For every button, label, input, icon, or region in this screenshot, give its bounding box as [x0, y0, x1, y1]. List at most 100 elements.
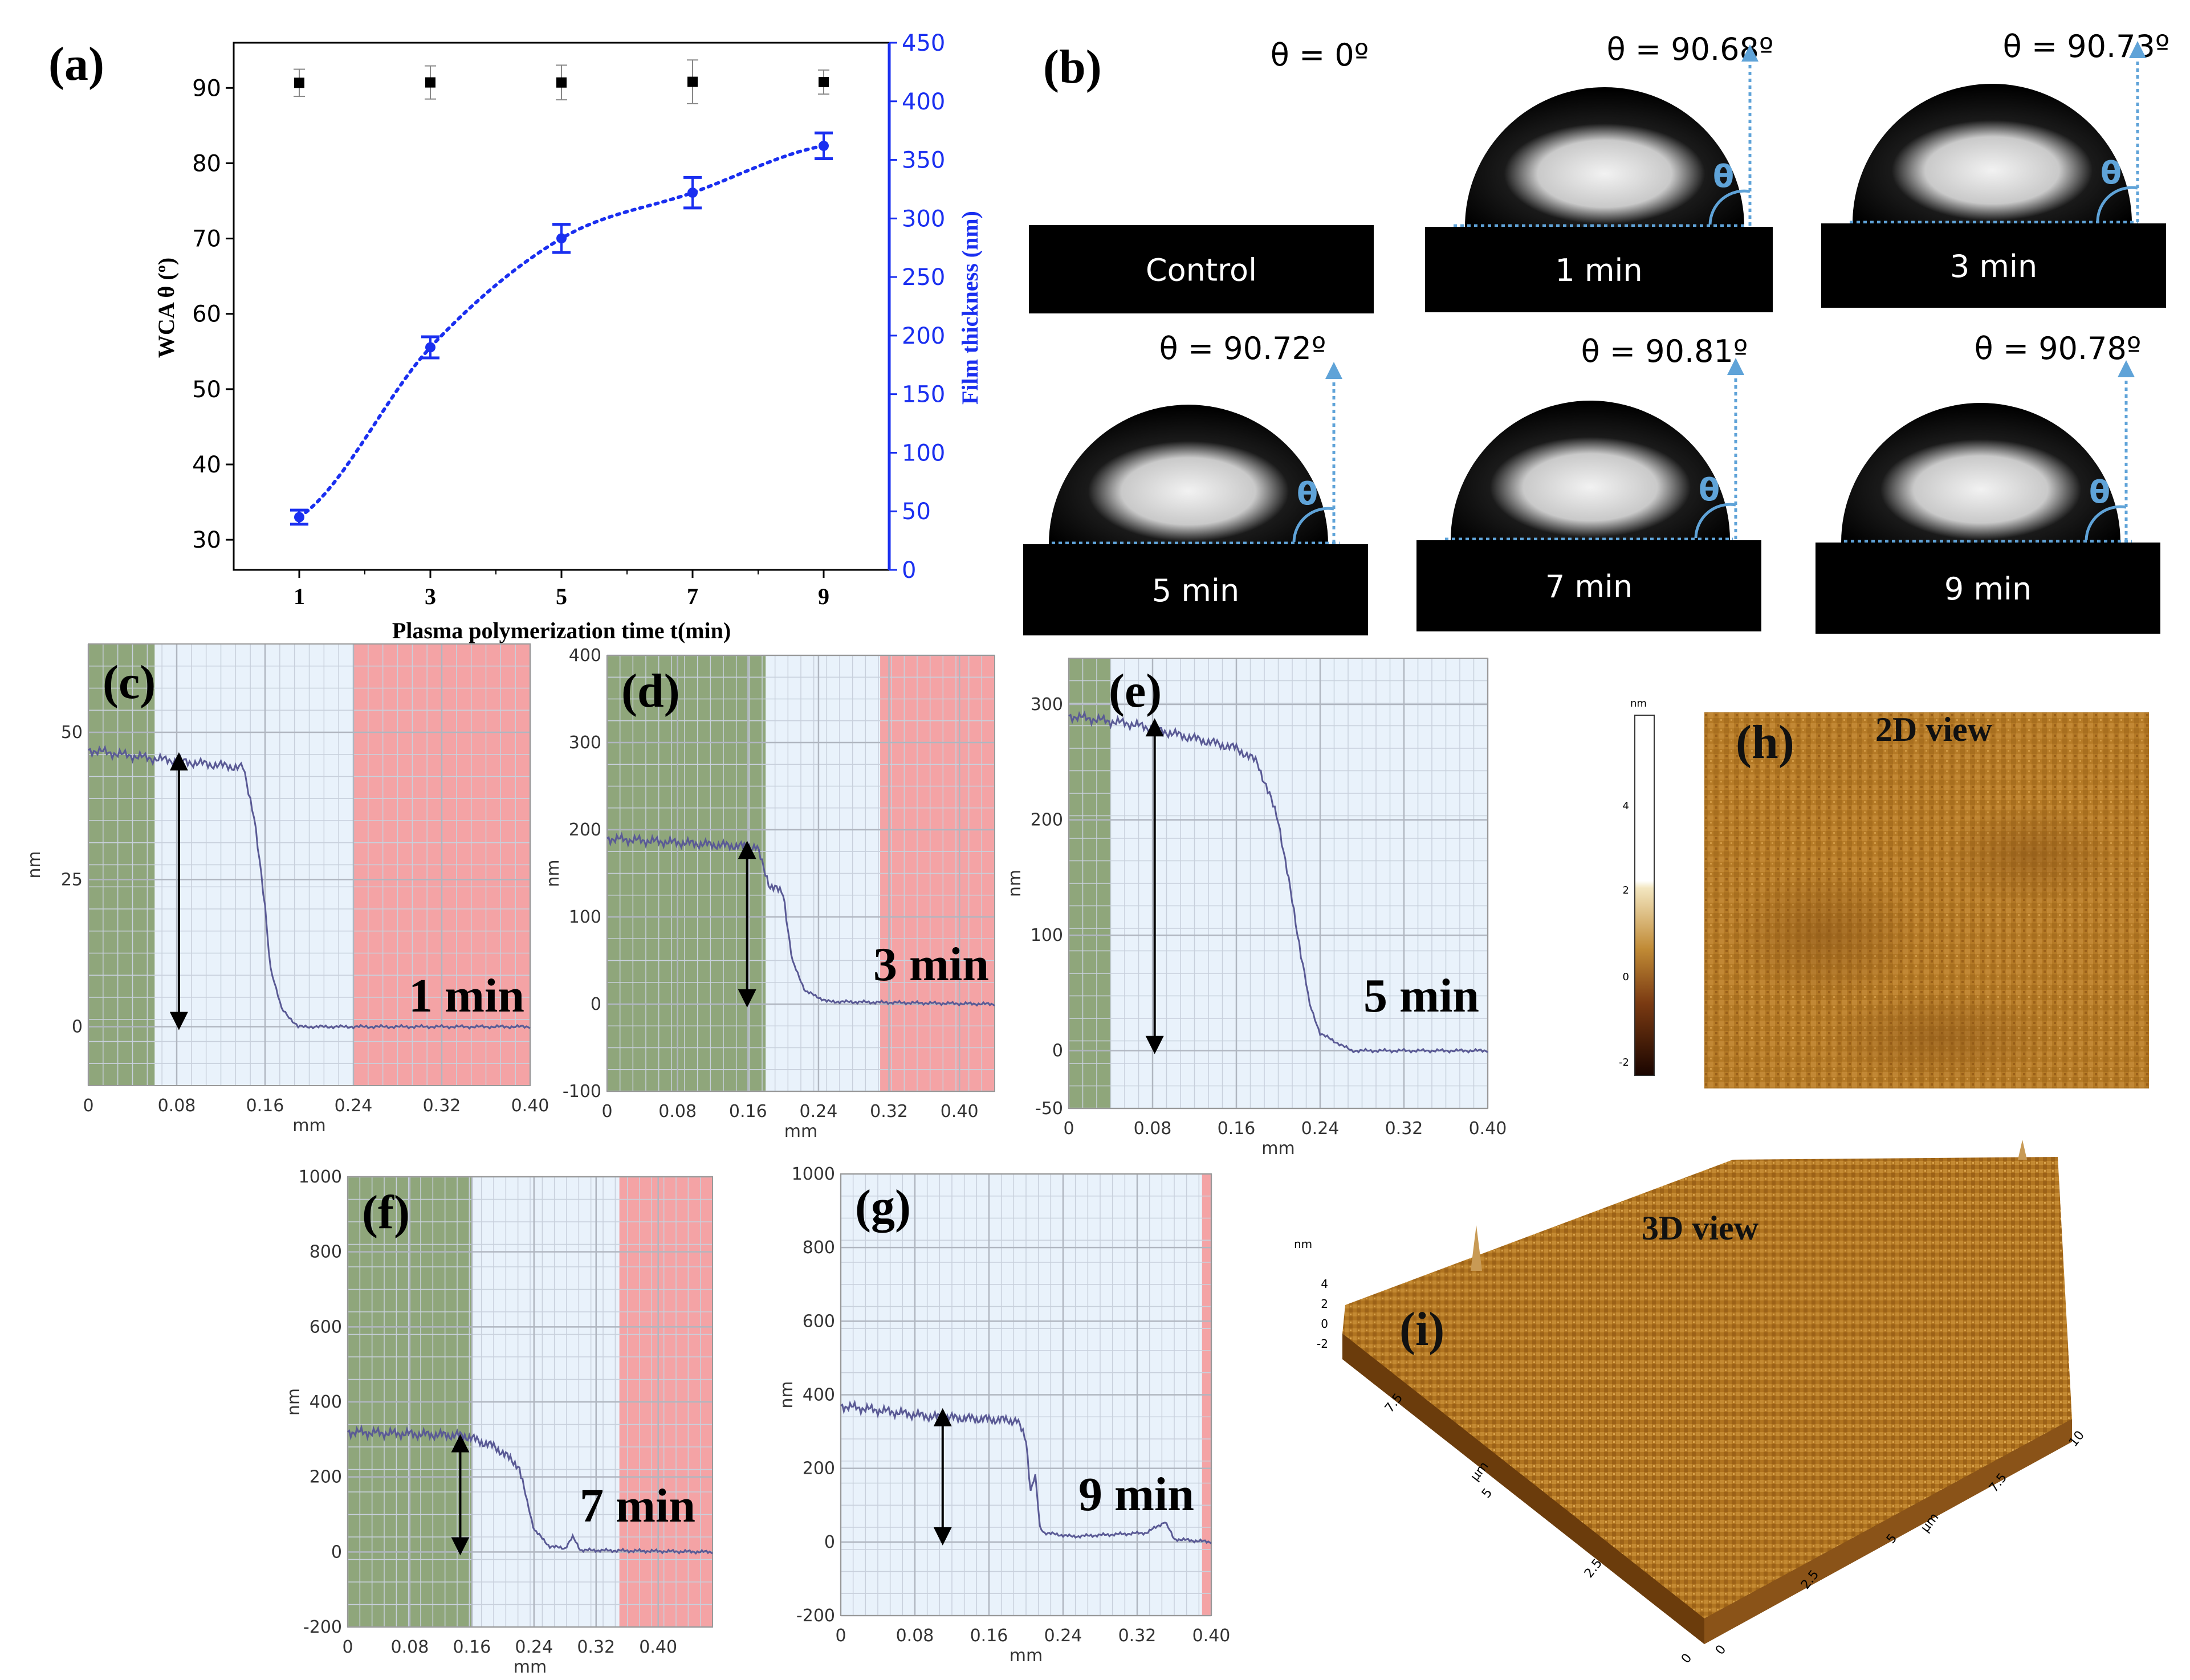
ytick-label: 400 [803, 1385, 835, 1405]
afm-3d-right-face [1704, 1419, 2072, 1644]
theta-symbol: θ [2089, 474, 2110, 510]
xtick-label: 0.16 [1218, 1119, 1256, 1139]
xtick-label: 0 [601, 1102, 612, 1122]
ytick-label: 25 [61, 870, 83, 890]
wca-point [687, 76, 698, 87]
xlabel: mm [1009, 1646, 1043, 1666]
ytick-label: 50 [61, 723, 83, 743]
thickness-point [819, 140, 829, 151]
angle-arc [2085, 505, 2127, 541]
a-ytick-right-label: 0 [902, 557, 916, 584]
afm-3d-surface [1342, 1157, 2072, 1618]
plot-frame [88, 643, 531, 1086]
water-droplet [1465, 87, 1744, 227]
ytick-label: -50 [1035, 1099, 1063, 1119]
ytick-label: 400 [310, 1392, 342, 1412]
water-droplet [1049, 405, 1328, 544]
thickness-point [687, 187, 698, 198]
xtick-label: 0.32 [423, 1096, 461, 1116]
afm-3d-title: 3D view [1642, 1209, 1759, 1247]
xtick-label: 0.16 [246, 1096, 284, 1116]
ytick-label: 0 [72, 1017, 83, 1037]
deposition-time-label: 9 min [1078, 1468, 1194, 1521]
theta-symbol: θ [1297, 476, 1318, 512]
panel-a: 1 3 5 7 9 30 40 50 60 70 80 90 0 50 100 150 200 250 300 350… [48, 30, 983, 643]
wca-point [425, 77, 435, 88]
ylabel: nm [777, 1381, 797, 1408]
profile-line [347, 1424, 713, 1555]
droplet-cell: θ = 90.73º θ 3 min [1821, 28, 2169, 308]
theta-symbol: θ [1713, 158, 1734, 194]
substrate-block [1023, 544, 1368, 635]
a-ylabel-right: Film thickness (nm) [957, 211, 983, 405]
ytick-label: 1000 [792, 1164, 835, 1184]
ytick-label: 100 [569, 907, 601, 927]
profile-panel-g: 0 0.08 0.16 0.24 0.32 0.40-200020040060080010… [777, 1164, 1230, 1666]
angle-arc [2096, 186, 2138, 222]
ytick-label: 0 [591, 994, 601, 1014]
afm-3d-ztick: 4 [1321, 1277, 1328, 1291]
a-axes: 1 3 5 7 9 30 40 50 60 70 80 90 0 50 100 150 200 250 300 350… [192, 30, 945, 609]
thickness-point [556, 233, 567, 244]
a-ytick-right-label: 100 [902, 440, 945, 466]
panel-label-e: (e) [1109, 664, 1162, 717]
afm-2d-title: 2D view [1875, 711, 1993, 748]
ylabel: nm [543, 859, 563, 887]
panel-label-f: (f) [362, 1186, 410, 1239]
contact-angle-value: θ = 90.81º [1581, 333, 1748, 369]
substrate-label: 5 min [1152, 573, 1239, 609]
substrate-block [1821, 223, 2166, 308]
xtick-label: 0.40 [941, 1102, 979, 1122]
plot-frame [840, 1173, 1212, 1616]
ytick-label: 800 [310, 1242, 342, 1262]
profile-panel-d: 0 0.08 0.16 0.24 0.32 0.40-1000100200300400mm… [543, 646, 995, 1141]
afm-3d-ytick: 5 [1479, 1486, 1495, 1500]
xtick-label: 0.32 [870, 1102, 908, 1122]
ylabel: nm [284, 1388, 304, 1416]
xtick-label: 0.08 [1134, 1119, 1172, 1139]
ytick-label: 0 [1052, 1041, 1063, 1061]
a-ytick-right-label: 50 [902, 499, 931, 525]
plot-frame [347, 1176, 713, 1628]
substrate-label: 9 min [1944, 571, 2032, 607]
xtick-label: 0.08 [158, 1096, 196, 1116]
ytick-label: -100 [563, 1082, 601, 1102]
colorbar-tick: -2 [1619, 1057, 1629, 1069]
plot-frame [606, 655, 995, 1092]
panel-label-a: (a) [48, 38, 104, 91]
xtick-label: 0 [835, 1626, 846, 1646]
afm-3d-zunit: nm [1294, 1237, 1312, 1251]
deposition-time-label: 3 min [873, 938, 989, 991]
droplet-cell: θ = 0º Control [1029, 37, 1374, 313]
contact-angle-value: θ = 90.72º [1159, 331, 1326, 366]
deposition-time-label: 7 min [580, 1479, 695, 1532]
afm-3d-ztick: -2 [1317, 1337, 1328, 1351]
droplet-cell: θ = 90.81º θ 7 min [1416, 333, 1761, 631]
droplet-cell: θ = 90.78º θ 9 min [1815, 331, 2160, 634]
xtick-label: 0.32 [1385, 1119, 1423, 1139]
xtick-label: 0.24 [800, 1102, 838, 1122]
water-droplet [1451, 401, 1730, 540]
xtick-label: 0.16 [453, 1637, 491, 1657]
xtick-label: 0 [342, 1637, 353, 1657]
substrate-label: Control [1146, 252, 1257, 288]
profile-line [88, 744, 531, 1030]
thickness-point [425, 342, 435, 353]
ytick-label: -200 [303, 1617, 342, 1637]
thickness-point [294, 512, 304, 523]
xlabel: mm [514, 1657, 547, 1677]
ytick-label: 300 [1031, 695, 1063, 715]
a-ytick-right-label: 400 [902, 89, 945, 115]
a-xtick-label: 9 [818, 584, 829, 609]
ytick-label: 600 [310, 1317, 342, 1337]
a-xtick-label: 5 [556, 584, 567, 609]
theta-symbol: θ [2101, 155, 2122, 191]
xlabel: mm [784, 1122, 817, 1141]
afm-3d-front-face [1342, 1334, 1704, 1644]
profile-line [840, 1400, 1212, 1544]
a-xtick-label: 3 [425, 584, 436, 609]
a-xlabel: Plasma polymerization time t(min) [392, 618, 731, 643]
afm-2d-feature [1944, 804, 2115, 906]
